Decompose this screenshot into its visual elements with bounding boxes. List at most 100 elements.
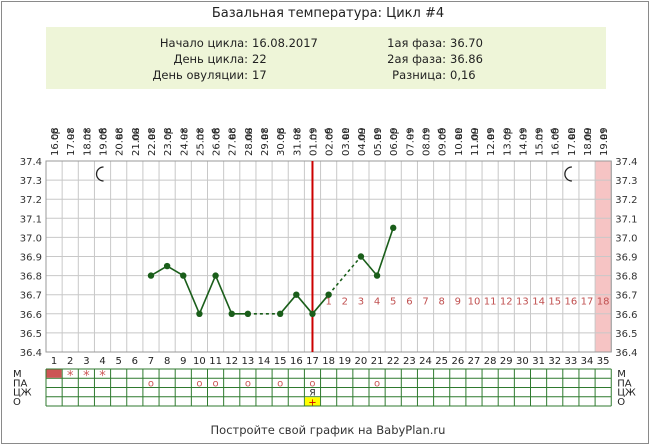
weekday-label: вс	[341, 128, 352, 139]
y-tick-label-left: 36.6	[20, 310, 42, 321]
weekday-label: пт	[195, 128, 206, 141]
weekday-label: пн	[244, 128, 255, 141]
weekday-label: вт	[486, 128, 497, 140]
weekday-label: вт	[599, 128, 610, 140]
phase1-value: 36.70	[450, 36, 483, 50]
temperature-segment	[360, 255, 378, 277]
date-label: 04.09	[357, 127, 368, 156]
y-tick-label-right: 36.8	[615, 272, 637, 283]
date-label: 05.09	[373, 127, 384, 156]
weekday-label: пн	[357, 128, 368, 141]
date-label: 19.09	[599, 127, 610, 156]
date-label: 07.09	[405, 127, 416, 156]
y-tick-label-left: 37.0	[20, 233, 42, 244]
date-label: 28.08	[244, 127, 255, 156]
day-number: 19	[338, 356, 351, 367]
day-number: 5	[115, 356, 121, 367]
date-label: 14.09	[518, 127, 529, 156]
date-label: 09.09	[438, 127, 449, 156]
ovulation-day-label: День овуляции:	[152, 68, 248, 82]
cervical-fluid-mark: Я	[309, 389, 315, 399]
date-label: 08.09	[422, 127, 433, 156]
phase2-value: 36.86	[450, 52, 483, 66]
temperature-segment	[279, 294, 297, 315]
weekday-label: ср	[276, 128, 287, 140]
plot-area: 37.4 37.4 37.3 37.3 37.2 37.2 37.1 37.1 37.0 37.0…	[13, 127, 638, 408]
phase1-label: 1ая фаза:	[387, 36, 446, 50]
post-ovulation-day-number: 12	[500, 296, 513, 307]
date-label: 03.09	[341, 127, 352, 156]
temperature-point	[180, 272, 187, 279]
cycle-start-value: 16.08.2017	[252, 36, 318, 50]
day-number: 18	[322, 356, 335, 367]
day-number: 3	[83, 356, 89, 367]
day-number: 17	[306, 356, 319, 367]
temperature-point	[147, 272, 155, 279]
day-number: 24	[419, 356, 432, 367]
day-number: 22	[387, 356, 400, 367]
weekday-label: вс	[228, 128, 239, 139]
weekday-label: вс	[454, 128, 465, 139]
post-ovulation-day-number: 6	[406, 296, 412, 307]
date-label: 27.08	[228, 127, 239, 156]
row-label-left: ПА	[13, 378, 28, 389]
y-tick-label-left: 36.8	[20, 272, 42, 283]
day-number: 7	[148, 356, 154, 367]
day-number: 32	[548, 356, 561, 367]
weekday-label: пн	[470, 128, 481, 141]
post-ovulation-day-number: 17	[581, 296, 594, 307]
difference-value: 0,16	[450, 68, 476, 82]
post-ovulation-day-number: 4	[374, 296, 380, 307]
post-ovulation-day-number: 14	[532, 296, 545, 307]
date-label: 10.09	[454, 127, 465, 156]
weekday-label: пт	[308, 128, 319, 141]
date-label: 29.08	[260, 127, 271, 156]
weekday-label: сб	[325, 128, 336, 140]
intercourse-mark: о	[277, 378, 283, 389]
y-tick-label-left: 37.2	[20, 195, 42, 206]
day-number: 30	[516, 356, 529, 367]
weekday-label: вт	[260, 128, 271, 140]
weekday-label: сб	[551, 128, 562, 140]
date-label: 31.08	[292, 127, 303, 156]
row-label-right: ЦЖ	[617, 388, 636, 399]
y-tick-label-right: 36.6	[615, 310, 637, 321]
date-label: 18.08	[82, 127, 93, 156]
weekday-label: пт	[535, 128, 546, 141]
day-number: 31	[532, 356, 545, 367]
post-ovulation-day-number: 11	[484, 296, 497, 307]
y-tick-label-left: 36.7	[20, 291, 42, 302]
temperature-point	[293, 291, 300, 298]
post-ovulation-day-number: 5	[390, 296, 396, 307]
day-number: 15	[274, 356, 287, 367]
date-label: 01.09	[308, 127, 319, 156]
date-label: 23.08	[163, 127, 174, 156]
weekday-label: ср	[389, 128, 400, 140]
footer-link[interactable]: Постройте свой график на BabyPlan.ru	[211, 423, 446, 437]
weekday-label: вс	[567, 128, 578, 139]
post-ovulation-day-number: 15	[548, 296, 561, 307]
date-label: 19.08	[99, 127, 110, 156]
weekday-label: пн	[583, 128, 594, 141]
day-number: 25	[435, 356, 448, 367]
menstruation-star-mark: *	[83, 369, 90, 384]
post-ovulation-day-number: 3	[358, 296, 364, 307]
day-number: 27	[468, 356, 481, 367]
y-tick-label-left: 37.4	[20, 157, 42, 168]
temperature-segment	[311, 294, 330, 315]
y-tick-label-left: 37.1	[20, 214, 42, 225]
menstruation-star-mark: *	[67, 369, 74, 384]
weekday-label: ср	[163, 128, 174, 140]
temperature-point	[357, 253, 365, 260]
date-label: 16.08	[50, 127, 61, 156]
intercourse-mark: о	[196, 378, 202, 389]
y-tick-label-left: 36.9	[20, 253, 42, 264]
y-tick-label-right: 37.3	[615, 176, 637, 187]
row-label-left: О	[13, 397, 21, 408]
weekday-label: ср	[50, 128, 61, 140]
y-tick-label-left: 37.3	[20, 176, 42, 187]
row-label-left: ЦЖ	[13, 388, 32, 399]
day-number: 11	[209, 356, 222, 367]
